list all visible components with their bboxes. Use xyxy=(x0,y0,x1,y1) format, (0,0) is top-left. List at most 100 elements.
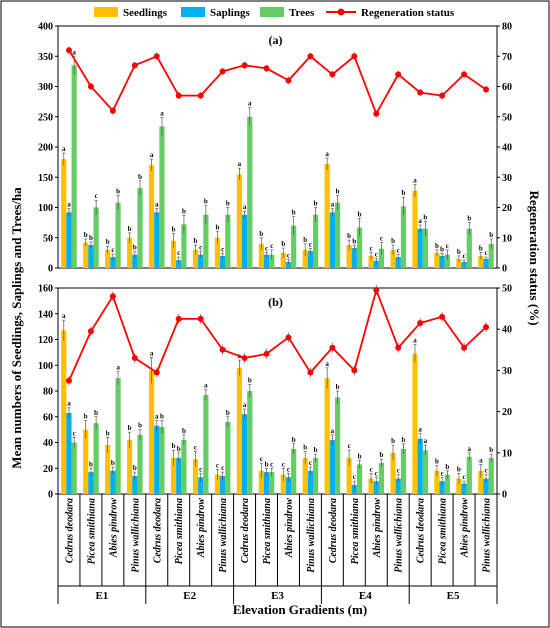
significance-label: b xyxy=(128,424,132,432)
category-label: Abies pindrow xyxy=(196,498,207,559)
bar-saplings xyxy=(220,475,226,494)
regeneration-point xyxy=(153,53,160,60)
regeneration-point xyxy=(131,355,138,362)
bar-seedlings xyxy=(280,252,286,268)
bar-seedlings xyxy=(236,367,242,494)
bar-seedlings xyxy=(368,478,374,494)
legend-label-regeneration: Regeneration status xyxy=(361,7,455,19)
y2-tick-label: 10 xyxy=(502,448,512,459)
y-tick-label: 160 xyxy=(38,284,53,295)
category-label: Abies pindrow xyxy=(284,498,295,559)
bar-trees xyxy=(444,254,450,268)
bar-trees xyxy=(313,214,319,268)
regeneration-point xyxy=(329,344,336,351)
significance-label: b xyxy=(84,231,88,239)
significance-label: c xyxy=(73,429,76,437)
bar-saplings xyxy=(351,484,357,494)
significance-label: a xyxy=(413,337,417,345)
significance-label: a xyxy=(243,203,247,211)
bar-saplings xyxy=(198,477,204,494)
significance-label: b xyxy=(138,422,142,430)
legend-swatch-trees xyxy=(260,7,284,17)
significance-label: b xyxy=(314,200,318,208)
significance-label: b xyxy=(128,225,132,233)
bar-seedlings xyxy=(434,252,440,268)
y-tick-label: 0 xyxy=(48,264,53,275)
bar-saplings xyxy=(373,260,379,268)
significance-label: b xyxy=(226,200,230,208)
significance-label: b xyxy=(265,460,269,468)
bar-trees xyxy=(488,243,494,268)
y-tick-label: 120 xyxy=(38,335,53,346)
significance-label: b xyxy=(457,465,461,473)
y2-axis-title: Regeneration status (%) xyxy=(527,190,542,325)
significance-label: c xyxy=(375,250,378,258)
significance-label: a xyxy=(418,425,422,433)
legend: Seedlings Saplings Trees Regeneration st… xyxy=(94,7,455,19)
significance-label: b xyxy=(116,187,120,195)
category-label: Picea smithiana xyxy=(174,498,185,564)
significance-label: c xyxy=(287,465,290,473)
significance-label: a xyxy=(331,201,335,209)
regeneration-point xyxy=(307,53,314,60)
y-tick-label: 400 xyxy=(38,22,53,33)
regeneration-line xyxy=(68,287,487,382)
regeneration-point xyxy=(65,47,72,54)
regeneration-point xyxy=(109,293,116,300)
bar-seedlings xyxy=(368,255,374,268)
y-tick-label: 20 xyxy=(43,464,53,475)
bar-seedlings xyxy=(412,190,418,268)
bar-seedlings xyxy=(346,245,352,268)
category-label: Pinus wallichiana xyxy=(306,498,317,573)
significance-label: c xyxy=(446,242,449,250)
bar-saplings xyxy=(66,212,72,268)
significance-label: c xyxy=(111,246,114,254)
bar-trees xyxy=(137,188,143,268)
panel-a: 0 50 100 150 200 250 300 350 400 0 10 20 30 40 50 60 70 8… xyxy=(38,22,512,275)
legend-label-saplings: Saplings xyxy=(210,7,250,19)
significance-label: a xyxy=(418,217,422,225)
bar-trees xyxy=(400,448,407,494)
category-label: Pinus wallichiana xyxy=(130,498,141,573)
y2-tick-label: 30 xyxy=(502,173,512,184)
significance-label: b xyxy=(133,464,137,472)
regeneration-point xyxy=(263,65,270,72)
y-tick-label: 150 xyxy=(38,173,53,184)
significance-label: b xyxy=(111,459,115,467)
significance-label: b xyxy=(215,224,219,232)
regeneration-point xyxy=(395,344,402,351)
significance-label: b xyxy=(358,210,362,218)
regeneration-point xyxy=(263,350,270,357)
significance-label: b xyxy=(177,445,181,453)
significance-label: a xyxy=(243,401,247,409)
bar-seedlings xyxy=(192,249,199,268)
bar-saplings xyxy=(110,470,116,494)
bar-seedlings xyxy=(478,255,484,268)
regeneration-point xyxy=(131,62,138,69)
significance-label: a xyxy=(479,456,483,464)
y2-tick-label: 10 xyxy=(502,233,512,244)
bar-seedlings xyxy=(83,429,89,494)
regeneration-point xyxy=(439,92,446,99)
significance-label: c xyxy=(309,459,312,467)
bar-seedlings xyxy=(258,243,264,268)
category-label: Cedrus deodara xyxy=(328,498,339,563)
bar-saplings xyxy=(132,254,138,268)
bar-seedlings xyxy=(346,457,352,494)
significance-label: c xyxy=(270,460,273,468)
bar-seedlings xyxy=(478,470,484,494)
significance-label: b xyxy=(89,460,93,468)
significance-label: b xyxy=(204,198,208,206)
y-tick-label: 50 xyxy=(43,233,53,244)
regeneration-point xyxy=(219,346,226,353)
bar-seedlings xyxy=(170,240,177,268)
significance-label: b xyxy=(281,240,285,248)
elevation-group-label: E5 xyxy=(447,590,460,602)
regeneration-point xyxy=(175,92,182,99)
bar-trees xyxy=(225,214,231,268)
significance-label: c xyxy=(95,192,98,200)
bar-trees xyxy=(378,463,385,494)
significance-label: b xyxy=(391,437,395,445)
significance-label: b xyxy=(440,245,444,253)
category-label: Pinus wallichiana xyxy=(482,498,493,573)
